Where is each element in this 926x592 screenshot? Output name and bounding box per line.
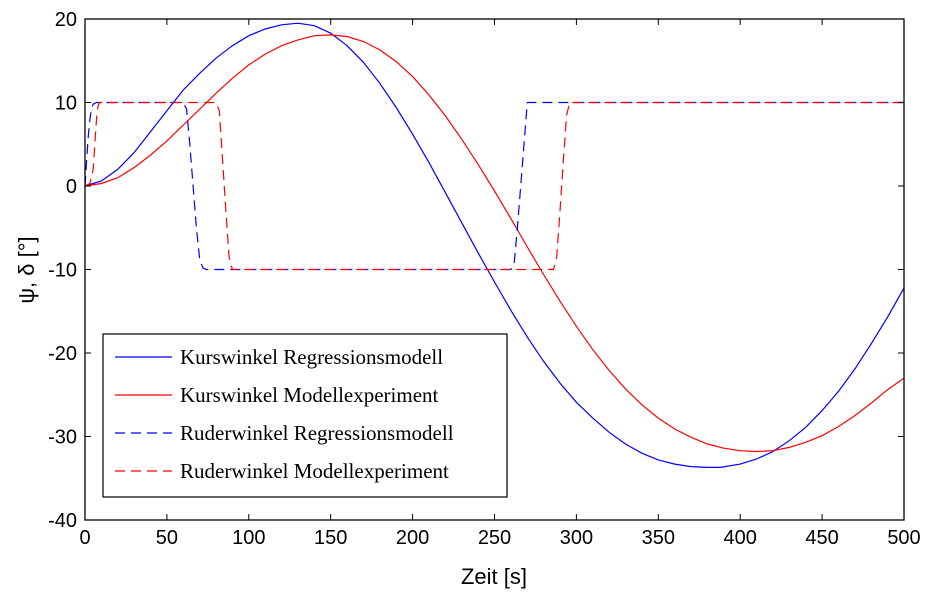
x-tick-label: 400 (724, 527, 757, 549)
y-tick-label: -20 (48, 343, 77, 365)
x-tick-label: 350 (642, 527, 675, 549)
y-tick-label: -40 (48, 510, 77, 532)
tick-layer: 0 50 100 150 200 250 300 350 400 450 500-40-30-20-… (48, 9, 921, 549)
series-layer (84, 22, 905, 468)
y-tick-label: 10 (55, 93, 77, 115)
x-tick-label: 500 (887, 527, 920, 549)
y-tick-label: -30 (48, 427, 77, 449)
x-tick-label: 450 (805, 527, 838, 549)
y-tick-label: -10 (48, 260, 77, 282)
legend: Kurswinkel Regressionsmodell Kurswinkel M… (102, 333, 508, 498)
legend-box (102, 333, 508, 498)
series-line-2 (84, 34, 905, 453)
x-tick-label: 300 (560, 527, 593, 549)
x-tick-label: 100 (232, 527, 265, 549)
y-tick-label: 0 (66, 176, 77, 198)
legend-label-3: Ruderwinkel Regressionsmodell (180, 421, 454, 445)
series-line-1 (84, 22, 905, 468)
x-tick-label: 0 (79, 527, 90, 549)
x-tick-label: 150 (314, 527, 347, 549)
legend-label-2: Kurswinkel Modellexperiment (180, 383, 439, 407)
legend-label-1: Kurswinkel Regressionsmodell (180, 345, 443, 369)
y-axis-label: ψ, δ [°] (14, 236, 39, 303)
x-axis-label: Zeit [s] (461, 564, 527, 589)
x-tick-label: 200 (396, 527, 429, 549)
series-line-3 (84, 101, 904, 271)
x-tick-label: 50 (156, 527, 178, 549)
x-tick-label: 250 (478, 527, 511, 549)
series-line-4 (84, 101, 904, 271)
y-tick-label: 20 (55, 9, 77, 31)
legend-label-4: Ruderwinkel Modellexperiment (180, 459, 449, 483)
